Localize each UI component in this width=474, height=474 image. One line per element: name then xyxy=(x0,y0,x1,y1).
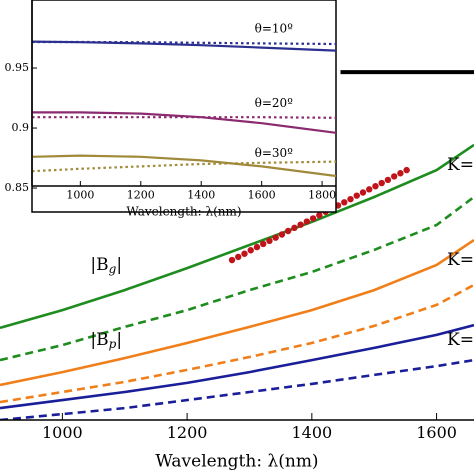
data-point xyxy=(372,183,379,190)
data-point xyxy=(403,166,410,174)
data-point xyxy=(390,173,398,180)
annotation: |Bg| xyxy=(90,254,122,275)
data-point xyxy=(253,243,261,251)
annotation: θ=30º xyxy=(255,146,294,160)
x-tick-label: 1600 xyxy=(248,188,276,201)
data-point xyxy=(359,189,367,196)
x-axis-label: Wavelength: λ(nm) xyxy=(126,205,241,219)
line-series xyxy=(0,143,474,330)
data-point xyxy=(303,218,311,225)
data-point xyxy=(272,234,279,241)
data-point xyxy=(247,247,254,254)
x-tick-label: 1600 xyxy=(416,423,457,442)
y-tick-label: 0.9 xyxy=(12,121,30,134)
data-point xyxy=(397,170,404,177)
annotation-part: g xyxy=(109,261,117,275)
data-point xyxy=(266,237,273,244)
x-tick-label: 1400 xyxy=(187,188,215,201)
data-point xyxy=(259,240,267,248)
data-point xyxy=(241,250,248,257)
annotation: θ=10º xyxy=(255,21,294,35)
line-series xyxy=(0,283,474,404)
data-point xyxy=(235,253,242,261)
data-point xyxy=(384,176,392,184)
x-tick-label: 1400 xyxy=(291,423,332,442)
x-tick-label: 1200 xyxy=(127,188,155,201)
annotation-part: θ=30º xyxy=(255,146,294,160)
inset: 1000 1200 1400 1600 1800 0.85 0.9 0.95 Wavelengt… xyxy=(5,0,337,219)
line-series xyxy=(0,239,474,387)
main-plot: 1000 1200 1400 1600 Wavelength: λ(nm) K= K= K= |… xyxy=(0,70,474,472)
plot-area xyxy=(32,40,336,178)
x-tick-label: 1800 xyxy=(308,188,336,201)
data-point xyxy=(316,212,323,219)
line-series xyxy=(32,111,336,134)
annotation: K= xyxy=(447,250,474,270)
data-point xyxy=(284,227,292,235)
annotation-part: | xyxy=(116,254,122,274)
annotation: K= xyxy=(447,329,474,349)
annotation: θ=20º xyxy=(255,95,294,109)
x-tick-label: 1000 xyxy=(42,423,83,442)
annotation-part: θ=20º xyxy=(255,95,294,109)
x-axis-label: Wavelength: λ(nm) xyxy=(155,452,318,472)
inset-background xyxy=(31,0,337,213)
annotation-part: |B xyxy=(90,254,108,274)
data-point xyxy=(278,231,286,238)
line-series xyxy=(32,160,336,173)
line-series xyxy=(32,154,336,178)
line-series xyxy=(0,195,474,362)
data-point xyxy=(347,195,354,203)
data-point xyxy=(297,221,304,228)
data-point xyxy=(291,224,298,232)
data-point xyxy=(353,192,360,199)
plot-area xyxy=(0,70,474,420)
line-series xyxy=(0,358,474,420)
data-point xyxy=(378,179,385,187)
y-tick-label: 0.95 xyxy=(5,61,30,74)
annotation-part: K= xyxy=(447,329,474,349)
y-tick-label: 0.85 xyxy=(5,181,30,194)
data-point xyxy=(228,256,236,264)
annotation-part: θ=10º xyxy=(255,21,294,35)
annotation: K= xyxy=(447,154,474,174)
data-point xyxy=(341,199,348,206)
line-series xyxy=(32,116,336,119)
annotation-part: K= xyxy=(447,154,474,174)
annotation: |Bp| xyxy=(90,329,122,350)
line-series xyxy=(32,40,336,46)
annotation-part: p xyxy=(109,336,117,350)
x-tick-label: 1000 xyxy=(66,188,94,201)
data-point xyxy=(366,186,373,193)
line-series xyxy=(0,323,474,410)
annotation-part: | xyxy=(116,329,122,349)
annotation-part: |B xyxy=(90,329,108,349)
x-tick-label: 1200 xyxy=(167,423,208,442)
annotation-part: K= xyxy=(447,250,474,270)
data-point xyxy=(309,215,317,222)
